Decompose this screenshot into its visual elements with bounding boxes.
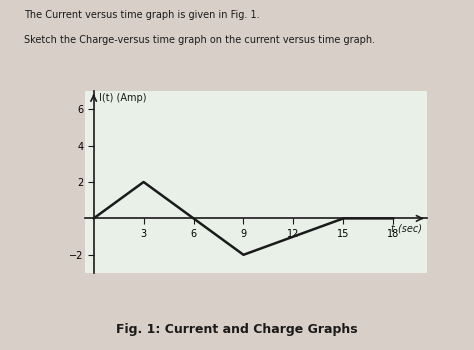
Text: I(t) (Amp): I(t) (Amp) [100, 93, 147, 103]
Text: Sketch the Charge-versus time graph on the current versus time graph.: Sketch the Charge-versus time graph on t… [24, 35, 375, 45]
Text: t (sec): t (sec) [391, 224, 421, 234]
Text: Fig. 1: Current and Charge Graphs: Fig. 1: Current and Charge Graphs [116, 323, 358, 336]
Text: The Current versus time graph is given in Fig. 1.: The Current versus time graph is given i… [24, 10, 259, 21]
